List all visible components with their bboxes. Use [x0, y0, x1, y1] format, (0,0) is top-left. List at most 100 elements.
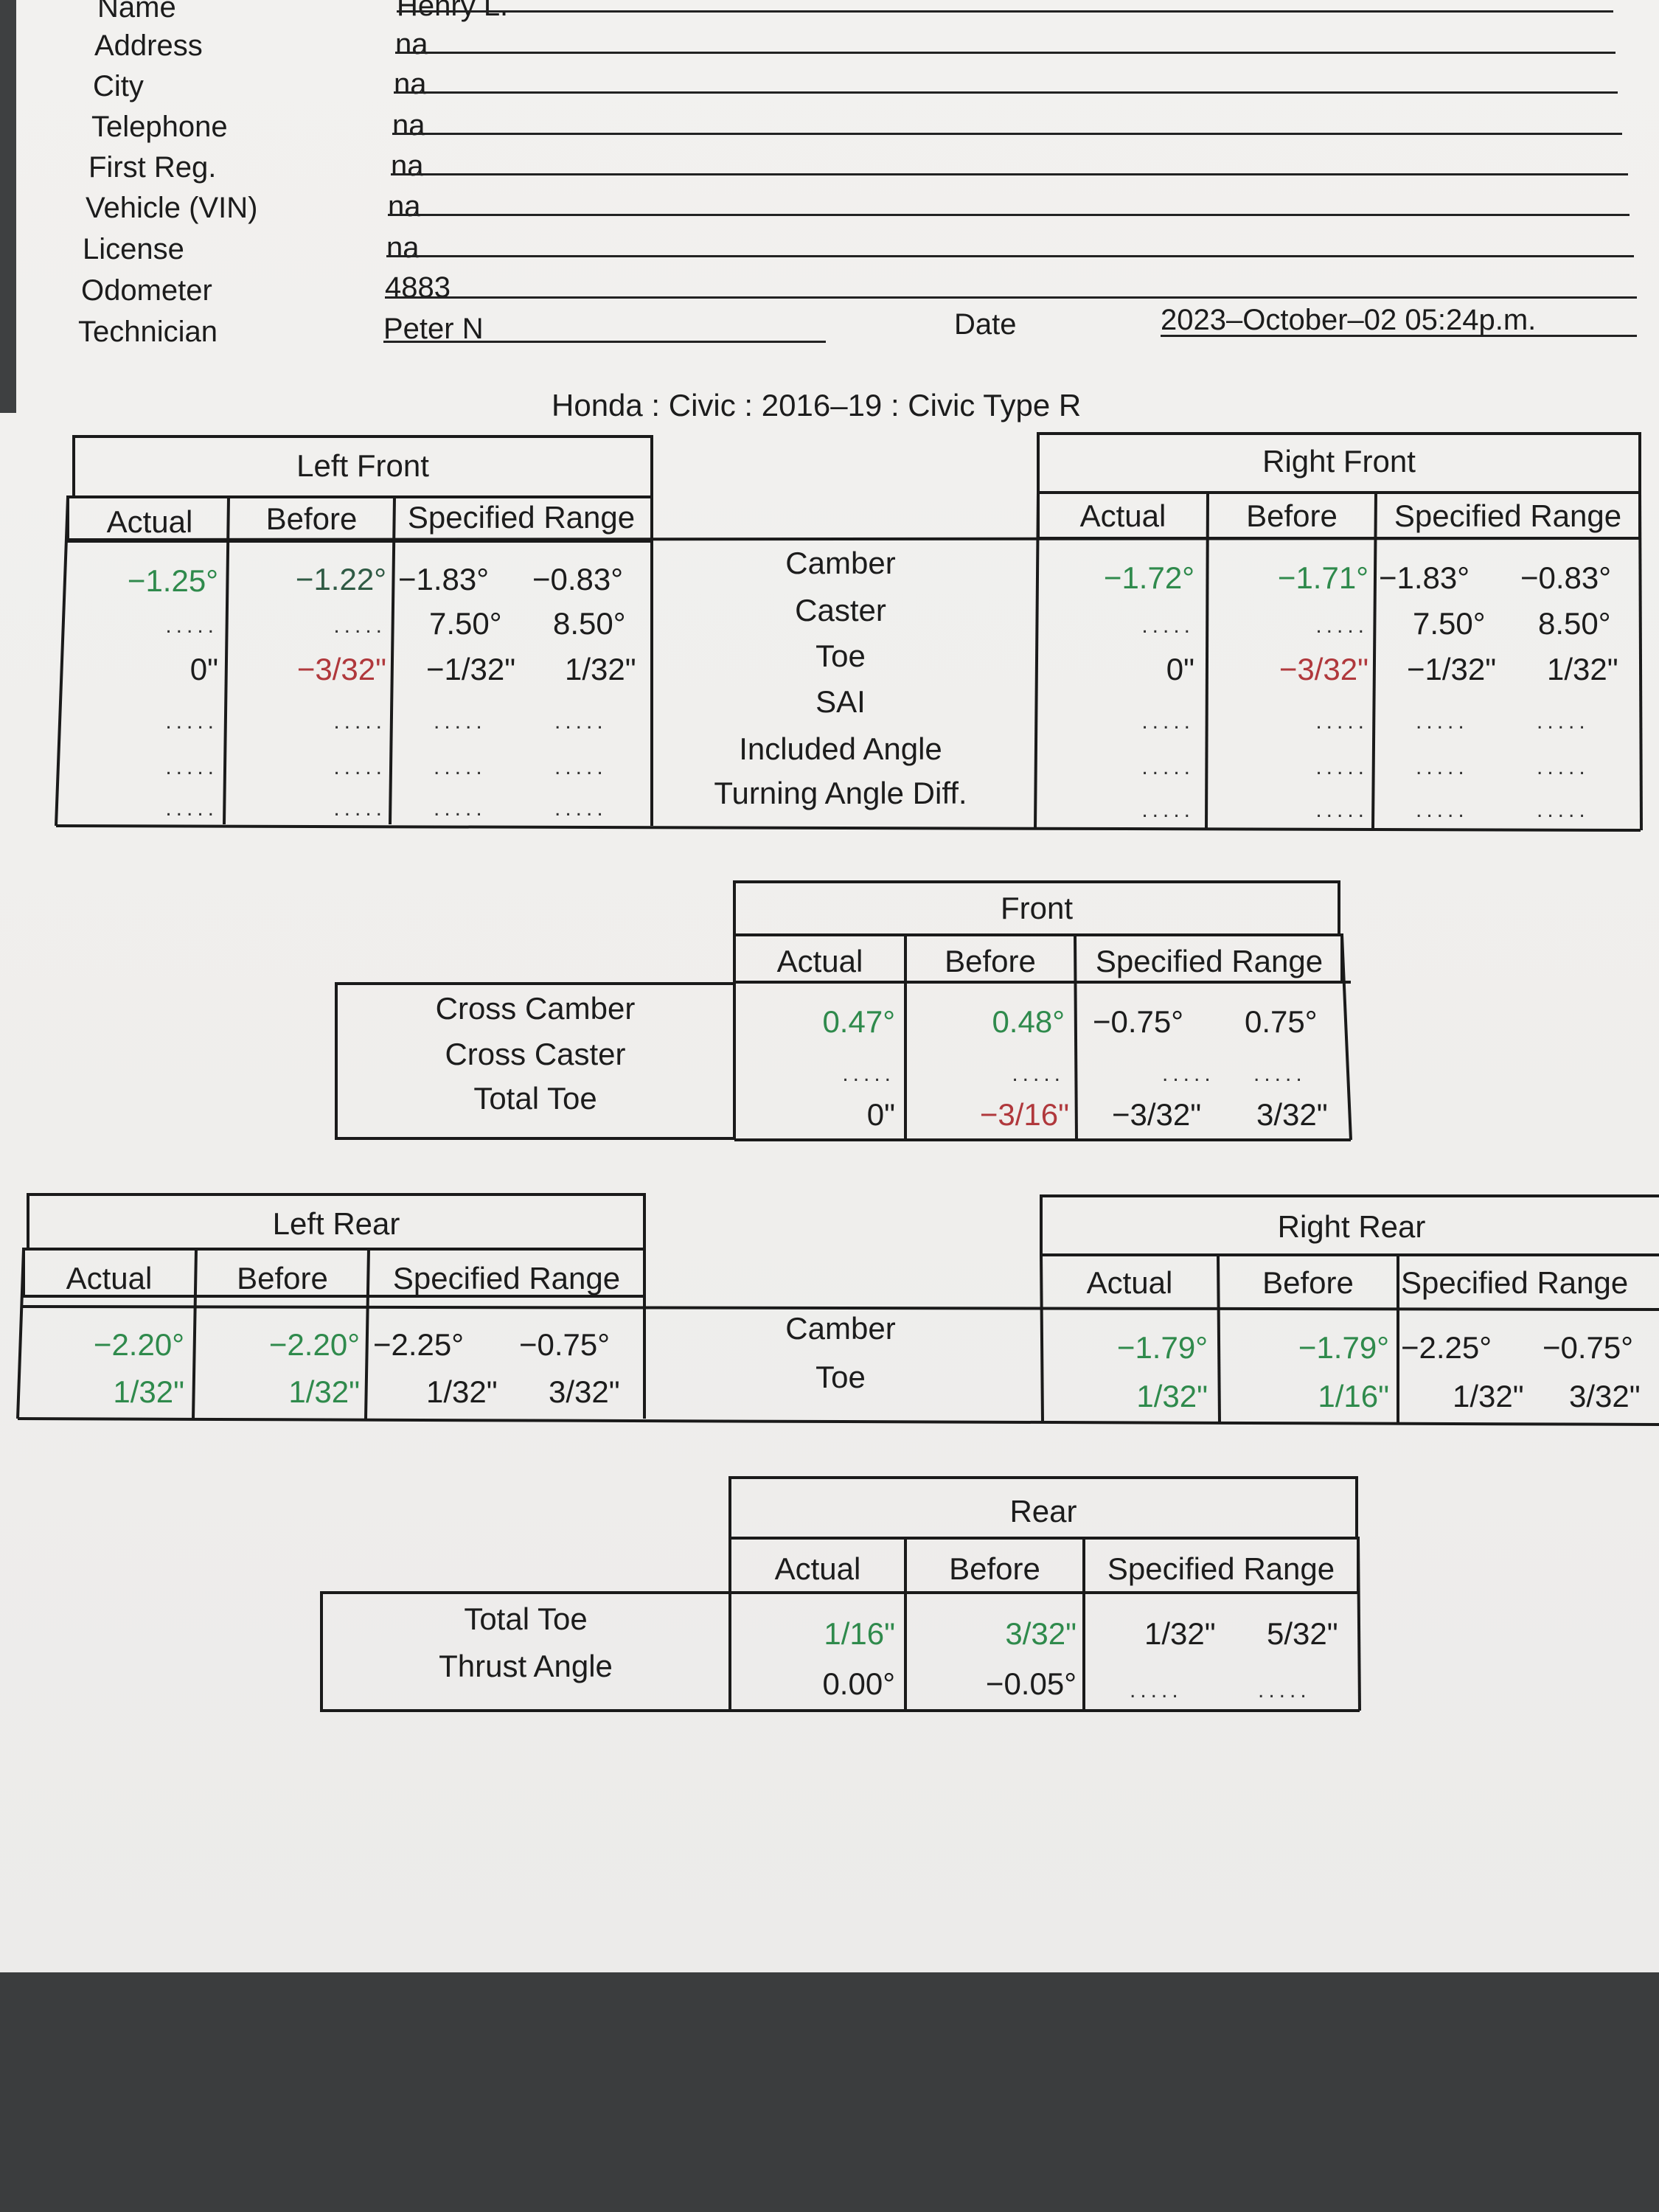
rf-before-header: Before	[1246, 498, 1338, 533]
front-cross-camber-before: 0.48°	[992, 1004, 1065, 1039]
license-value: na	[386, 232, 420, 264]
rf-caster-min: 7.50°	[1413, 606, 1486, 641]
rf-turning-max: .....	[1537, 798, 1590, 822]
rf-sai-before: .....	[1315, 709, 1368, 734]
lr-camber-min: −2.25°	[373, 1327, 465, 1362]
lf-turning-max: .....	[554, 796, 608, 821]
lr-camber-actual: −2.20°	[93, 1327, 184, 1362]
lf-actual-header: Actual	[106, 504, 193, 539]
label-thrust-angle: Thrust Angle	[439, 1649, 613, 1683]
rear-total-toe-before: 3/32"	[1005, 1616, 1077, 1651]
label-caster: Caster	[795, 593, 886, 627]
telephone-value: na	[392, 109, 425, 142]
lf-included-max: .....	[554, 755, 608, 779]
rear-actual-header: Actual	[774, 1551, 861, 1586]
lr-actual-header: Actual	[66, 1261, 153, 1295]
rf-included-max: .....	[1537, 755, 1590, 779]
rear-title: Rear	[1009, 1494, 1077, 1528]
left-rear-title: Left Rear	[272, 1206, 400, 1241]
rr-camber-min: −2.25°	[1401, 1330, 1492, 1365]
label-cross-caster: Cross Caster	[445, 1037, 626, 1071]
front-cross-caster-max: .....	[1253, 1062, 1307, 1086]
rear-thrust-before: −0.05°	[985, 1666, 1077, 1701]
lr-toe-max: 3/32"	[549, 1374, 620, 1409]
lf-caster-max: 8.50°	[553, 606, 626, 641]
front-total-toe-max: 3/32"	[1256, 1097, 1328, 1132]
rr-spec-header: Specified Range	[1401, 1265, 1629, 1300]
lf-turning-actual: .....	[165, 796, 218, 821]
right-front-title: Right Front	[1262, 444, 1416, 479]
label-toe: Toe	[815, 639, 866, 673]
address-label: Address	[94, 29, 203, 62]
lf-caster-before: .....	[333, 613, 386, 638]
label-rear-camber: Camber	[785, 1311, 896, 1346]
countertop	[0, 1972, 1659, 2212]
rr-toe-before: 1/16"	[1318, 1379, 1389, 1413]
label-turning-angle-diff: Turning Angle Diff.	[714, 776, 967, 810]
lf-spec-header: Specified Range	[407, 500, 636, 535]
label-cross-camber: Cross Camber	[435, 991, 636, 1026]
rf-turning-before: .....	[1315, 798, 1368, 822]
rr-before-header: Before	[1262, 1265, 1354, 1300]
lf-included-min: .....	[434, 755, 487, 779]
lr-camber-before: −2.20°	[268, 1327, 360, 1362]
rf-actual-header: Actual	[1079, 498, 1166, 533]
label-rear-total-toe: Total Toe	[464, 1601, 588, 1636]
lf-sai-actual: .....	[165, 709, 218, 734]
left-front-title: Left Front	[296, 448, 429, 483]
vehicle-title: Honda : Civic : 2016–19 : Civic Type R	[552, 388, 1082, 422]
telephone-label: Telephone	[91, 111, 228, 143]
rr-camber-before: −1.79°	[1298, 1330, 1389, 1365]
lr-toe-before: 1/32"	[288, 1374, 360, 1409]
front-total-toe-min: −3/32"	[1112, 1097, 1202, 1132]
rear-total-toe-actual: 1/16"	[824, 1616, 895, 1651]
technician-value: Peter N	[383, 313, 484, 345]
front-cross-caster-actual: .....	[842, 1062, 895, 1086]
front-label-box	[335, 982, 736, 1140]
lf-turning-before: .....	[333, 796, 386, 821]
lf-included-actual: .....	[165, 755, 218, 779]
rf-included-before: .....	[1315, 755, 1368, 779]
first-reg-value: na	[391, 150, 424, 182]
rear-thrust-actual: 0.00°	[822, 1666, 895, 1701]
lf-turning-min: .....	[434, 796, 487, 821]
lr-camber-max: −0.75°	[519, 1327, 611, 1362]
lr-toe-min: 1/32"	[426, 1374, 498, 1409]
rr-toe-min: 1/32"	[1453, 1379, 1524, 1413]
rf-included-min: .....	[1416, 755, 1469, 779]
rf-camber-min: −1.83°	[1379, 560, 1470, 595]
rf-included-actual: .....	[1141, 755, 1194, 779]
date-label: Date	[954, 308, 1017, 341]
rear-total-toe-max: 5/32"	[1267, 1616, 1338, 1651]
rf-turning-actual: .....	[1141, 798, 1194, 822]
front-actual-header: Actual	[776, 944, 863, 978]
rear-total-toe-min: 1/32"	[1144, 1616, 1216, 1651]
lf-sai-max: .....	[554, 709, 608, 734]
lf-camber-before: −1.22°	[295, 562, 386, 597]
label-included-angle: Included Angle	[739, 731, 942, 766]
rf-toe-max: 1/32"	[1547, 652, 1618, 686]
rear-label-box	[320, 1591, 731, 1712]
front-cross-camber-actual: 0.47°	[822, 1004, 895, 1039]
rr-camber-max: −0.75°	[1543, 1330, 1634, 1365]
front-cross-caster-min: .....	[1162, 1062, 1215, 1086]
lr-before-header: Before	[237, 1261, 328, 1295]
rr-toe-actual: 1/32"	[1136, 1379, 1208, 1413]
front-cross-camber-min: −0.75°	[1093, 1004, 1184, 1039]
label-rear-toe: Toe	[815, 1360, 866, 1394]
license-label: License	[83, 233, 184, 265]
lr-spec-header: Specified Range	[392, 1261, 621, 1295]
rf-sai-min: .....	[1416, 709, 1469, 734]
background-edge	[0, 0, 16, 413]
label-camber: Camber	[785, 546, 896, 580]
label-sai: SAI	[815, 684, 866, 719]
rf-sai-actual: .....	[1141, 709, 1194, 734]
odometer-label: Odometer	[81, 274, 212, 307]
rf-toe-actual: 0"	[1166, 652, 1194, 686]
lf-toe-actual: 0"	[189, 652, 218, 686]
rr-toe-max: 3/32"	[1569, 1379, 1641, 1413]
lf-caster-min: 7.50°	[429, 606, 502, 641]
lf-camber-min: −1.83°	[398, 562, 490, 597]
front-total-toe-actual: 0"	[866, 1097, 895, 1132]
